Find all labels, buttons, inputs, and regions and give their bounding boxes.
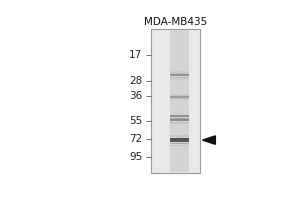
Bar bbox=[170, 113, 188, 114]
Bar bbox=[170, 71, 188, 73]
Bar bbox=[170, 95, 188, 96]
Bar bbox=[170, 115, 188, 117]
Text: 17: 17 bbox=[129, 50, 142, 60]
Bar bbox=[152, 29, 200, 173]
Bar bbox=[170, 123, 188, 124]
Text: 36: 36 bbox=[129, 91, 142, 101]
Bar bbox=[170, 98, 188, 99]
Text: MDA-MB435: MDA-MB435 bbox=[144, 17, 208, 27]
Bar bbox=[170, 145, 188, 146]
Bar bbox=[170, 118, 188, 119]
Text: 55: 55 bbox=[129, 116, 142, 126]
Bar bbox=[170, 77, 188, 78]
Text: 95: 95 bbox=[129, 152, 142, 162]
Bar bbox=[170, 116, 188, 118]
Bar bbox=[170, 119, 188, 121]
Bar bbox=[170, 118, 188, 119]
Bar bbox=[170, 138, 188, 142]
Bar bbox=[170, 30, 188, 172]
Bar bbox=[170, 74, 188, 76]
Bar bbox=[170, 119, 188, 120]
Bar bbox=[170, 138, 188, 139]
Bar bbox=[170, 115, 188, 116]
Bar bbox=[170, 73, 188, 74]
Polygon shape bbox=[202, 136, 215, 144]
Bar bbox=[170, 78, 188, 80]
Bar bbox=[170, 99, 188, 100]
Bar bbox=[170, 96, 188, 98]
Bar bbox=[170, 122, 188, 123]
Bar bbox=[170, 135, 188, 137]
Bar bbox=[170, 94, 188, 95]
Bar bbox=[170, 143, 188, 144]
Text: 72: 72 bbox=[129, 134, 142, 144]
Text: 28: 28 bbox=[129, 76, 142, 86]
